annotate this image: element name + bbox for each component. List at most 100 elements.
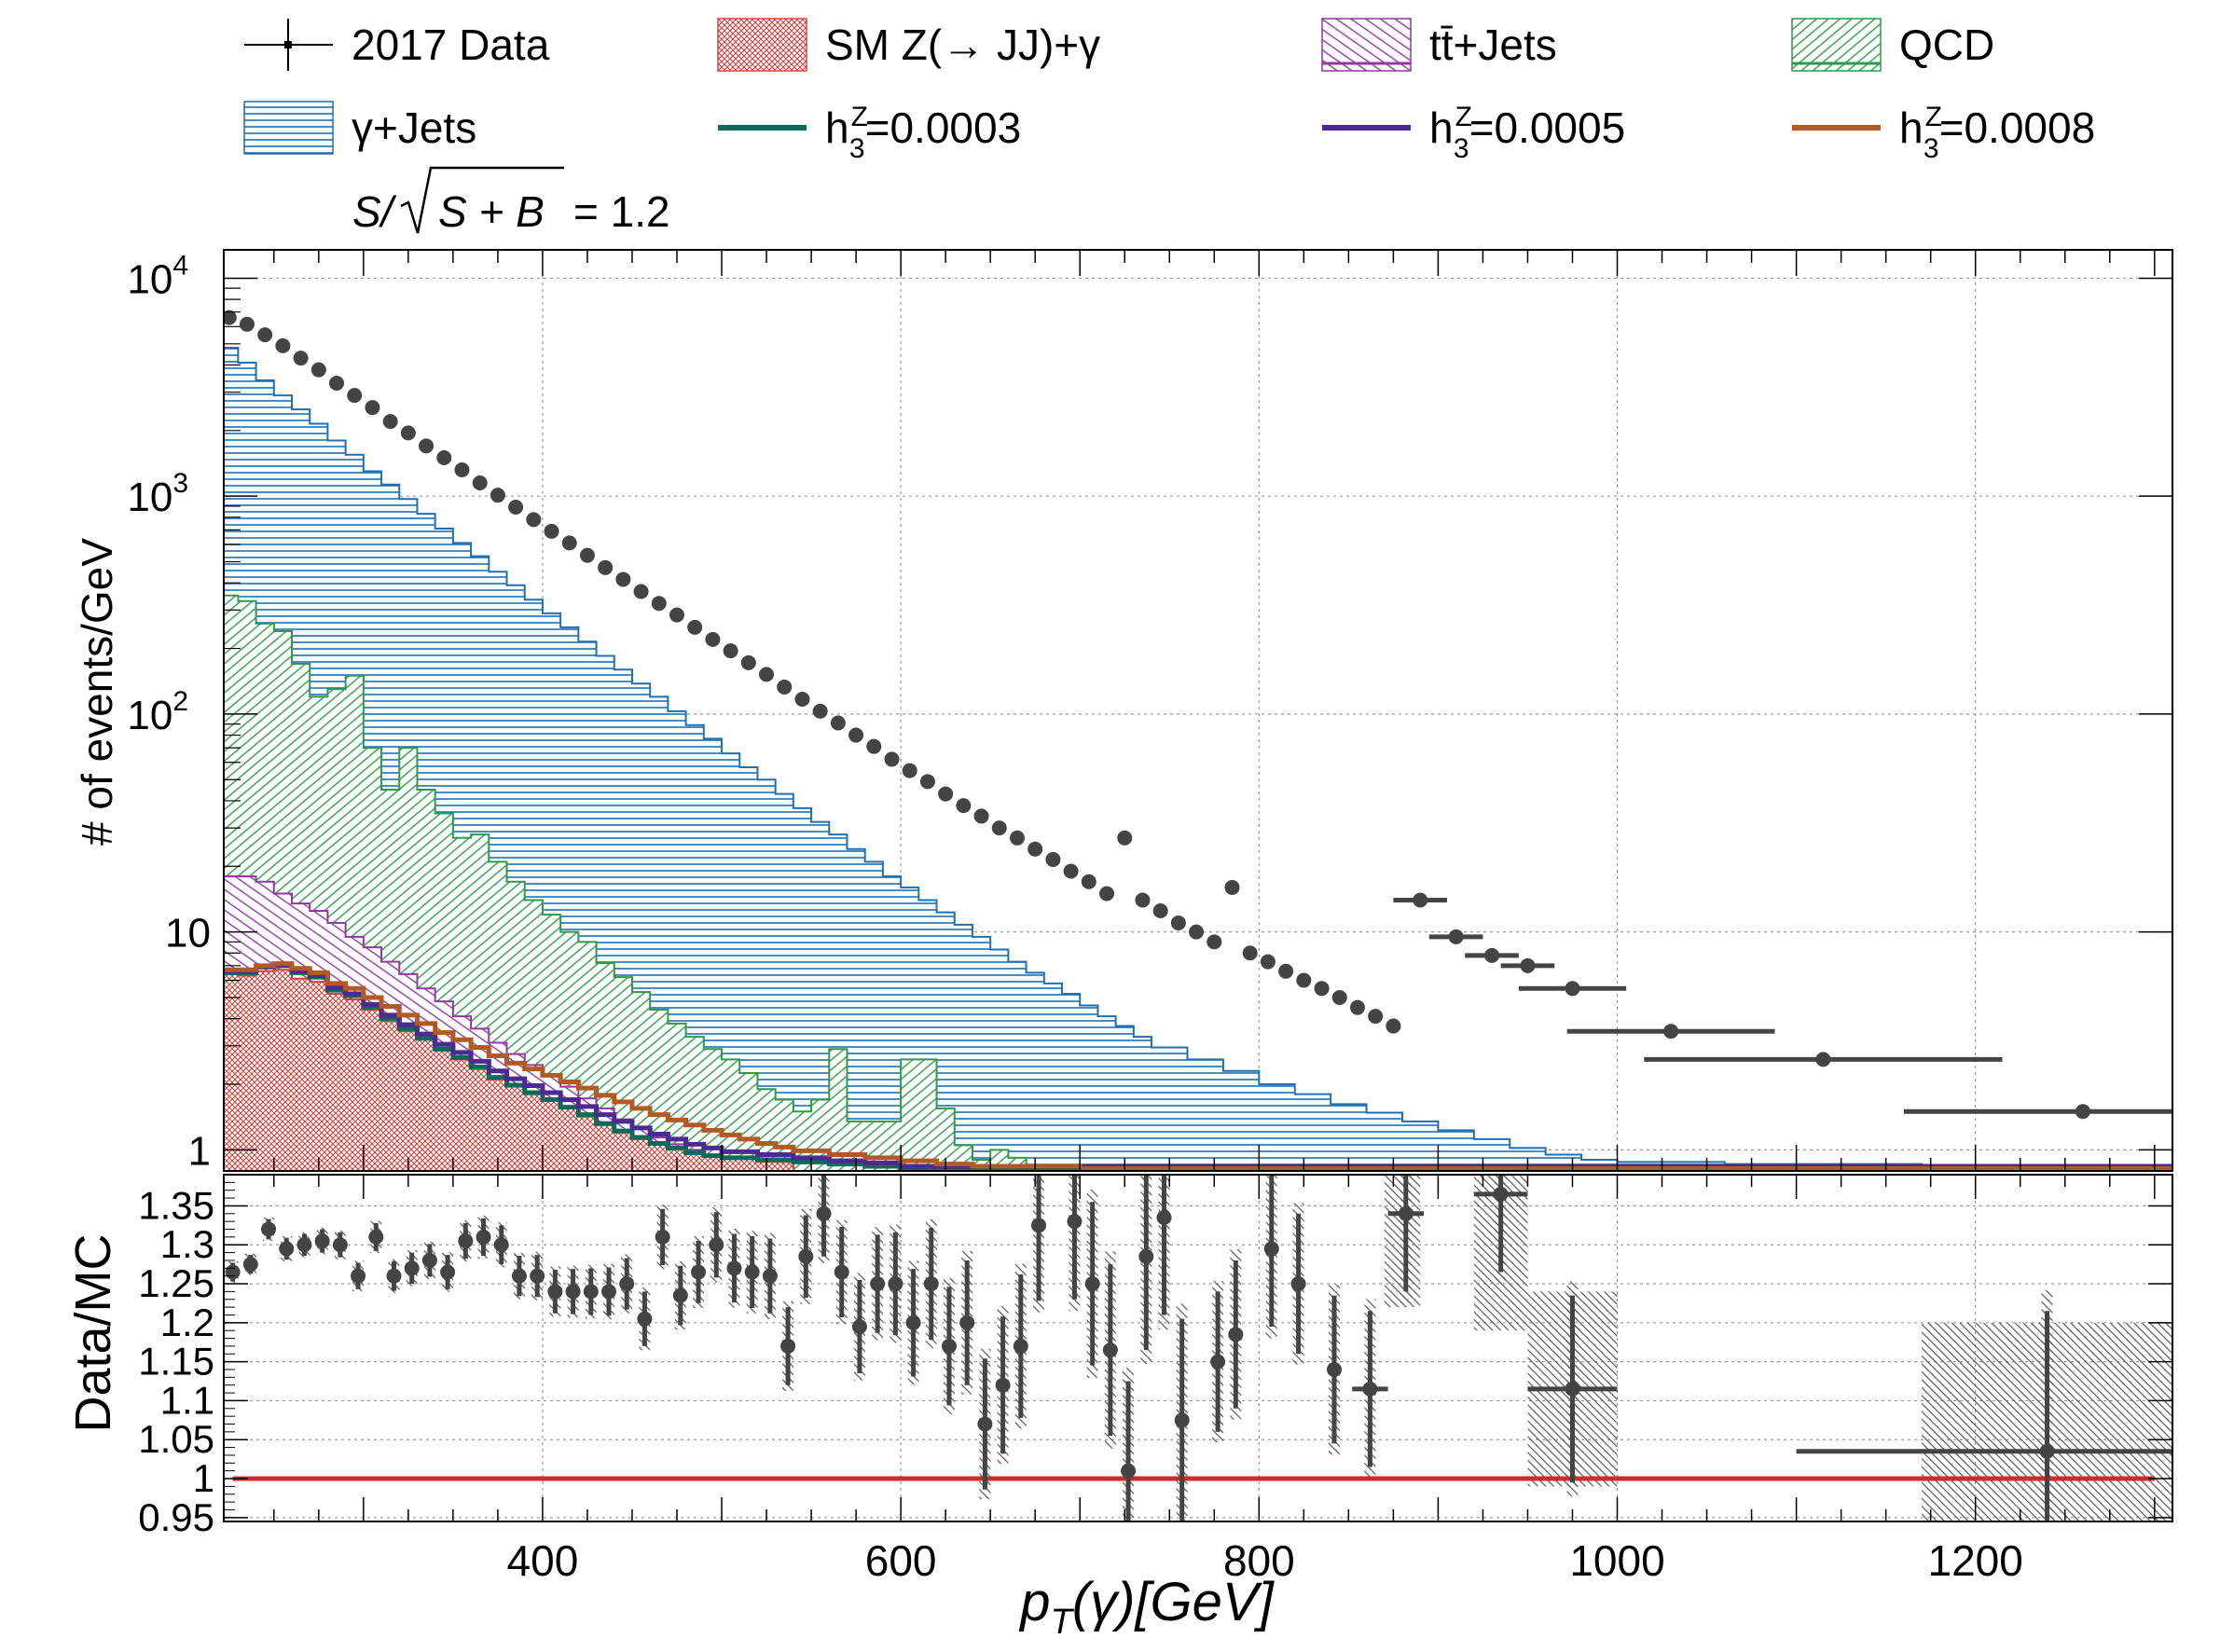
ratio-point bbox=[851, 1279, 867, 1374]
ratio-point-marker bbox=[905, 1315, 921, 1330]
ratio-point-marker bbox=[1138, 1248, 1154, 1264]
y-tick-label: 104 bbox=[127, 250, 188, 302]
ratio-point-marker bbox=[368, 1229, 384, 1245]
ratio-point bbox=[1387, 1175, 1425, 1292]
ratio-point bbox=[404, 1252, 420, 1285]
ratio-point-marker bbox=[672, 1287, 688, 1303]
data-point-marker bbox=[777, 679, 793, 695]
data-point bbox=[1644, 1052, 2003, 1067]
data-point bbox=[598, 559, 614, 575]
ratio-point bbox=[368, 1222, 384, 1251]
ratio-point-marker bbox=[1013, 1338, 1028, 1354]
ratio-y-tick-label: 0.95 bbox=[138, 1495, 214, 1539]
data-point-marker bbox=[633, 584, 649, 599]
data-point-marker bbox=[579, 547, 595, 563]
ratio-point-marker bbox=[851, 1319, 867, 1335]
data-point-marker bbox=[615, 571, 631, 587]
data-point-marker bbox=[1224, 879, 1240, 895]
ratio-point bbox=[1326, 1295, 1342, 1444]
ratio-point bbox=[314, 1229, 330, 1253]
data-point-marker bbox=[598, 559, 614, 575]
data-point bbox=[1170, 915, 1186, 930]
ratio-point-marker bbox=[798, 1248, 814, 1264]
data-point bbox=[1903, 1104, 2172, 1120]
ratio-point bbox=[1228, 1260, 1244, 1409]
data-point bbox=[579, 547, 595, 563]
ratio-point-marker bbox=[941, 1338, 957, 1354]
ratio-point bbox=[242, 1255, 258, 1274]
data-point-marker bbox=[419, 438, 434, 454]
data-point bbox=[991, 820, 1007, 836]
data-point bbox=[257, 327, 273, 343]
data-point-marker bbox=[1242, 945, 1258, 961]
signal-lines bbox=[224, 961, 2172, 1171]
main-frame bbox=[223, 249, 2173, 1172]
data-point-marker bbox=[884, 751, 900, 767]
data-point-marker bbox=[347, 388, 363, 404]
ratio-y-tick-label: 1.35 bbox=[138, 1183, 214, 1227]
data-point-marker bbox=[1278, 963, 1294, 979]
ratio-point-marker bbox=[1565, 1381, 1580, 1397]
ratio-point bbox=[601, 1267, 617, 1316]
data-point-marker bbox=[239, 316, 255, 332]
data-point bbox=[1518, 981, 1627, 997]
ratio-point bbox=[691, 1241, 707, 1303]
legend-entry-qcd: QCD bbox=[1791, 18, 1994, 72]
ratio-point-marker bbox=[1084, 1276, 1100, 1292]
ratio-point-marker bbox=[404, 1260, 420, 1276]
x-tick-label: 400 bbox=[507, 1536, 579, 1585]
ratio-point bbox=[1473, 1175, 1528, 1273]
data-point bbox=[848, 727, 864, 743]
legend-entry-h3b: hZ 3=0.0005 bbox=[1322, 102, 1625, 164]
data-point bbox=[1117, 830, 1133, 846]
x-axis-label: pT(γ)[GeV] bbox=[1018, 1572, 1275, 1642]
data-point-marker bbox=[1260, 954, 1276, 970]
significance-radicand: S + B bbox=[438, 187, 545, 236]
ratio-point bbox=[493, 1225, 509, 1265]
data-point-marker bbox=[812, 703, 828, 719]
data-point-marker bbox=[723, 643, 738, 659]
data-point bbox=[508, 500, 524, 516]
ratio-point-marker bbox=[511, 1268, 527, 1284]
ratio-point bbox=[995, 1316, 1011, 1454]
data-point bbox=[544, 523, 559, 539]
ratio-point bbox=[798, 1215, 814, 1299]
data-point bbox=[1045, 851, 1061, 867]
data-point-marker bbox=[1314, 981, 1330, 997]
data-point-marker bbox=[1448, 929, 1464, 944]
data-point-marker bbox=[1207, 934, 1222, 950]
data-point-marker bbox=[436, 450, 452, 466]
ratio-point-marker bbox=[995, 1377, 1011, 1393]
data-point bbox=[1081, 874, 1096, 889]
data-point-marker bbox=[329, 375, 345, 391]
data-point bbox=[973, 808, 989, 824]
stacked-backgrounds bbox=[224, 346, 1924, 1171]
data-point-marker bbox=[794, 691, 810, 707]
ratio-point bbox=[816, 1175, 832, 1257]
ratio-point bbox=[351, 1262, 366, 1289]
ratio-point-marker bbox=[421, 1252, 437, 1268]
ratio-point-marker bbox=[1102, 1342, 1118, 1358]
x-tick-label: 1200 bbox=[1928, 1536, 2023, 1585]
legend-label: tt̄+Jets bbox=[1429, 21, 1557, 69]
ratio-point bbox=[888, 1232, 903, 1336]
ratio-point bbox=[421, 1244, 437, 1277]
data-point-marker bbox=[1663, 1024, 1679, 1039]
ratio-point bbox=[440, 1255, 456, 1289]
data-point-marker bbox=[310, 362, 326, 378]
ratio-point-marker bbox=[1290, 1276, 1306, 1292]
ratio-point-marker bbox=[242, 1257, 258, 1273]
data-point-marker bbox=[1009, 830, 1025, 846]
legend-label: hZ 3=0.0008 bbox=[1899, 102, 2095, 164]
ratio-point-marker bbox=[547, 1284, 563, 1300]
data-point-marker bbox=[866, 738, 882, 754]
data-point bbox=[1207, 934, 1222, 950]
ratio-point bbox=[672, 1265, 688, 1326]
ratio-point-marker bbox=[476, 1229, 491, 1245]
ratio-point-marker bbox=[959, 1315, 975, 1330]
ratio-point-marker bbox=[261, 1221, 277, 1237]
ratio-y-tick-label: 1 bbox=[193, 1456, 214, 1500]
data-point-marker bbox=[1368, 1009, 1384, 1025]
data-point-marker bbox=[830, 715, 846, 731]
data-point bbox=[794, 691, 810, 707]
